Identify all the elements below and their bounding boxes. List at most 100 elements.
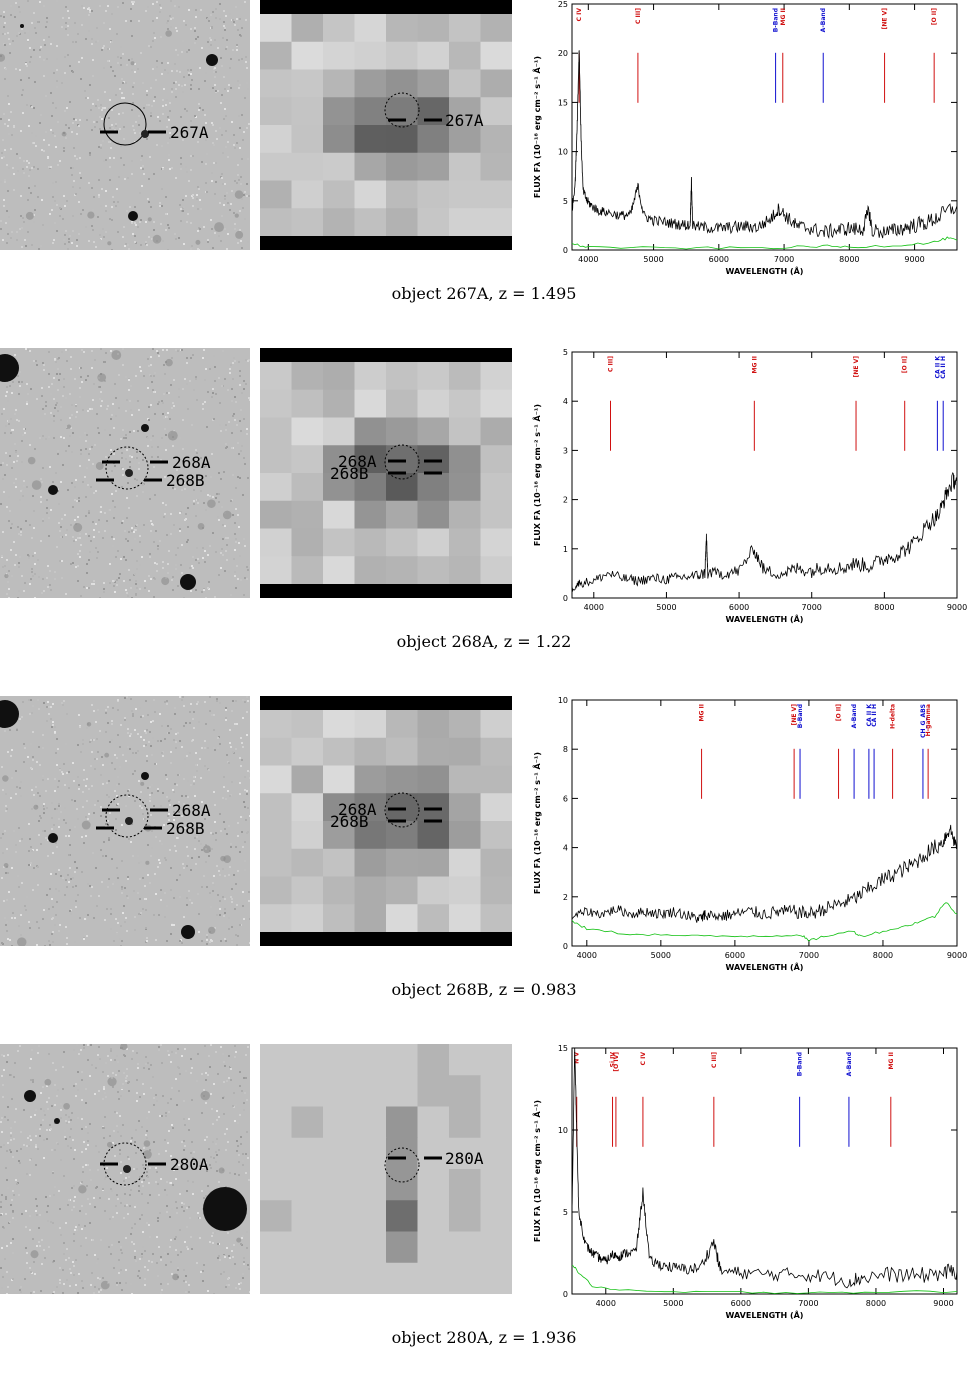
spectrum-series bbox=[571, 824, 958, 923]
x-tick-label: 8000 bbox=[866, 1299, 886, 1308]
y-tick-label: 10 bbox=[558, 148, 568, 157]
spectral-line-label: C III] bbox=[608, 356, 615, 372]
spectrum-chart: 4000 5000 6000 7000 8000 9000 0 5 10 15 WAVELENGTH… bbox=[524, 1044, 968, 1324]
sky-object-label: 280A bbox=[170, 1155, 209, 1174]
spectral-line-label: A-Band bbox=[820, 8, 827, 32]
pixel-cutout: 268A 268B bbox=[260, 348, 512, 598]
sky-object-label: 268B bbox=[166, 819, 205, 838]
x-tick-label: 6000 bbox=[731, 1299, 751, 1308]
pixel-object-label: 267A bbox=[445, 111, 484, 130]
spectrum-series bbox=[571, 1047, 958, 1289]
spectral-line-label: MG II bbox=[699, 704, 706, 721]
x-tick-label: 5000 bbox=[643, 255, 663, 264]
pixel-object-label: 268A bbox=[338, 800, 377, 819]
spectral-line-label: C IV bbox=[640, 1052, 647, 1066]
x-tick-label: 4000 bbox=[584, 603, 604, 612]
spectrum-series bbox=[571, 1265, 958, 1294]
x-tick-label: 7000 bbox=[774, 255, 794, 264]
y-tick-label: 8 bbox=[563, 745, 568, 754]
x-axis-label: WAVELENGTH (Å) bbox=[726, 1310, 804, 1320]
spectrum-series bbox=[571, 50, 958, 240]
plot-frame bbox=[571, 3, 958, 251]
sky-object-label: 268A bbox=[172, 453, 211, 472]
sky-image: 280A bbox=[0, 1044, 250, 1294]
y-tick-label: 2 bbox=[563, 893, 568, 902]
spectral-line-label: Si IV bbox=[610, 1052, 617, 1068]
x-tick-label: 8000 bbox=[874, 603, 894, 612]
y-tick-label: 4 bbox=[563, 397, 568, 406]
spectral-line-label: B-Band bbox=[773, 8, 780, 32]
y-tick-label: 5 bbox=[563, 1208, 568, 1217]
spectral-line-label: B-Band bbox=[797, 1052, 804, 1076]
sky-object-label: 267A bbox=[170, 123, 209, 142]
y-tick-label: 2 bbox=[563, 496, 568, 505]
object-panel: 280A 280A 4000 5000 6000 7000 8000 9000 0 5 10 15 WA… bbox=[0, 1044, 968, 1392]
spectrum-chart: 4000 5000 6000 7000 8000 9000 0 1 2 3 4 5 WAVELENGTH… bbox=[524, 348, 968, 628]
spectral-line-label: MG II bbox=[888, 1052, 895, 1069]
pixel-cutout: 268A 268B bbox=[260, 696, 512, 946]
sky-image: 268A 268B bbox=[0, 348, 250, 598]
x-tick-label: 9000 bbox=[947, 951, 967, 960]
pixel-object-label: 268B bbox=[330, 464, 369, 483]
spectrum-series bbox=[571, 236, 958, 250]
object-panel: 267A 267A 4000 5000 6000 7000 8000 9000 0 5 10 15 20… bbox=[0, 0, 968, 348]
x-tick-label: 6000 bbox=[709, 255, 729, 264]
y-tick-label: 0 bbox=[563, 942, 568, 951]
plot-frame bbox=[571, 351, 958, 599]
x-tick-label: 5000 bbox=[651, 951, 671, 960]
pixel-object-label: 280A bbox=[445, 1149, 484, 1168]
spectrum-chart: 4000 5000 6000 7000 8000 9000 0 5 10 15 20 25 WAVELE… bbox=[524, 0, 968, 280]
spectral-line-label: B-Band bbox=[797, 704, 804, 728]
sky-object-label: 268A bbox=[172, 801, 211, 820]
plot-frame bbox=[571, 1047, 958, 1295]
spectral-line-label: [O II] bbox=[902, 356, 909, 373]
spectral-line-label: C III] bbox=[635, 8, 642, 24]
x-tick-label: 4000 bbox=[596, 1299, 616, 1308]
x-tick-label: 5000 bbox=[663, 1299, 683, 1308]
x-tick-label: 8000 bbox=[839, 255, 859, 264]
y-tick-label: 5 bbox=[563, 348, 568, 357]
y-axis-label: FLUX Fλ (10⁻¹⁸ erg cm⁻² s⁻¹ Å⁻¹) bbox=[532, 404, 542, 546]
spectral-line-label: CA II K bbox=[934, 356, 941, 379]
spectral-line-label: [NE V] bbox=[853, 356, 860, 378]
spectral-line-label: N V bbox=[574, 1052, 581, 1064]
x-tick-label: 9000 bbox=[947, 603, 967, 612]
y-tick-label: 15 bbox=[558, 98, 568, 107]
object-caption: object 267A, z = 1.495 bbox=[391, 284, 577, 303]
x-axis-label: WAVELENGTH (Å) bbox=[726, 266, 804, 276]
y-tick-label: 10 bbox=[558, 1126, 568, 1135]
spectral-line-label: CH_G_ABS bbox=[920, 704, 927, 738]
pixel-cutout: 267A bbox=[260, 0, 512, 250]
sky-object-label: 268B bbox=[166, 471, 205, 490]
object-caption: object 280A, z = 1.936 bbox=[391, 1328, 577, 1347]
spectrum-series bbox=[571, 471, 958, 592]
y-tick-label: 0 bbox=[563, 246, 568, 255]
y-tick-label: 6 bbox=[563, 794, 568, 803]
y-tick-label: 20 bbox=[558, 49, 568, 58]
sky-image: 267A bbox=[0, 0, 250, 250]
y-tick-label: 0 bbox=[563, 1290, 568, 1299]
object-panel: 268A 268B 268A 268B 4000 5000 6000 7000 8000 9000… bbox=[0, 348, 968, 696]
spectral-line-label: CA II K bbox=[866, 704, 873, 727]
spectral-line-label: MG II bbox=[780, 8, 787, 25]
x-tick-label: 6000 bbox=[725, 951, 745, 960]
sky-image: 268A 268B bbox=[0, 696, 250, 946]
y-axis-label: FLUX Fλ (10⁻¹⁸ erg cm⁻² s⁻¹ Å⁻¹) bbox=[532, 56, 542, 198]
y-tick-label: 3 bbox=[563, 446, 568, 455]
x-tick-label: 7000 bbox=[802, 603, 822, 612]
spectral-line-label: H-delta bbox=[890, 704, 897, 729]
pixel-object-label: 268B bbox=[330, 812, 369, 831]
x-tick-label: 4000 bbox=[577, 951, 597, 960]
spectrum-chart: 4000 5000 6000 7000 8000 9000 0 2 4 6 8 10 WAVELENGT… bbox=[524, 696, 968, 976]
x-tick-label: 7000 bbox=[799, 951, 819, 960]
spectral-line-label: MG II bbox=[751, 356, 758, 373]
x-tick-label: 8000 bbox=[873, 951, 893, 960]
spectral-line-label: [NE V] bbox=[882, 8, 889, 30]
x-axis-label: WAVELENGTH (Å) bbox=[726, 614, 804, 624]
x-tick-label: 5000 bbox=[656, 603, 676, 612]
pixel-cutout: 280A bbox=[260, 1044, 512, 1294]
spectral-line-label: [NE V] bbox=[791, 704, 798, 726]
spectral-line-label: [O II] bbox=[931, 8, 938, 25]
x-tick-label: 4000 bbox=[578, 255, 598, 264]
x-tick-label: 7000 bbox=[798, 1299, 818, 1308]
